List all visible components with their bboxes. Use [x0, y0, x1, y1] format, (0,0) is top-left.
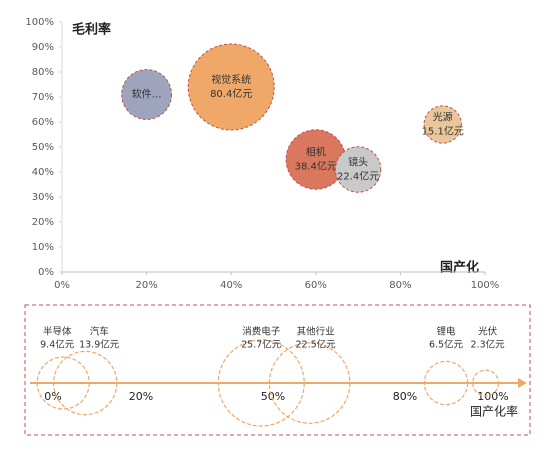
x-tick-label: 20%: [129, 390, 153, 403]
bubble: [423, 360, 469, 406]
x-tick-label: 100%: [471, 280, 500, 291]
bubble-value-label: 22.5亿元: [296, 339, 337, 351]
bubble: [423, 105, 462, 144]
bubble-label: 半导体: [43, 326, 72, 338]
x-tick-label: 60%: [305, 280, 327, 291]
x-tick-label: 80%: [393, 390, 417, 403]
x-tick-label: 40%: [220, 280, 242, 291]
bubble-value-label: 80.4亿元: [210, 87, 252, 100]
bubble-value-label: 38.4亿元: [295, 160, 337, 173]
y-tick-label: 70%: [32, 92, 54, 103]
y-axis-title: 毛利率: [72, 22, 111, 38]
bubble: [217, 339, 305, 427]
axis-arrow: [518, 378, 527, 388]
y-tick-label: 90%: [32, 42, 54, 53]
bubble-value-label: 25.7亿元: [241, 339, 282, 351]
x-tick-label: 0%: [44, 390, 61, 403]
bubble-label: 汽车: [90, 326, 109, 338]
bubble-value-label: 22.4亿元: [337, 170, 379, 183]
bubble: [52, 350, 118, 416]
x-tick-label: 50%: [261, 390, 285, 403]
bubble-value-label: 9.4亿元: [40, 339, 75, 351]
bubble: [472, 369, 500, 397]
y-tick-label: 100%: [25, 17, 54, 28]
y-tick-label: 50%: [32, 142, 54, 153]
y-tick-label: 40%: [32, 167, 54, 178]
x-tick-label: 20%: [135, 280, 157, 291]
bubble-value-label: 13.9亿元: [79, 339, 120, 351]
bubble-label: 锂电: [436, 326, 456, 338]
bubble-label: 其他行业: [297, 326, 335, 338]
y-tick-label: 60%: [32, 117, 54, 128]
bubble: [268, 342, 351, 424]
y-tick-label: 20%: [32, 217, 54, 228]
bubble: [334, 146, 382, 193]
x-tick-label: 0%: [54, 280, 70, 291]
x-axis-title: 国产化率: [470, 404, 518, 419]
bubble-label: 视觉系统: [211, 73, 251, 86]
bubble-value-label: 6.5亿元: [429, 339, 464, 351]
bubble-label: 光源: [433, 111, 453, 124]
bubble-label: 软件…: [132, 88, 162, 101]
x-tick-label: 80%: [389, 280, 411, 291]
y-tick-label: 80%: [32, 67, 54, 78]
bubble-label: 消费电子: [242, 326, 281, 338]
bubble: [36, 356, 90, 410]
bubble-label: 镜头: [348, 156, 368, 169]
bubble: [187, 43, 275, 131]
bubble-value-label: 15.1亿元: [422, 125, 464, 138]
bottom-frame: [24, 304, 531, 436]
bubble-value-label: 2.3亿元: [471, 339, 506, 351]
bubble-label: 光伏: [478, 326, 498, 338]
x-tick-label: 100%: [477, 390, 508, 403]
y-tick-label: 30%: [32, 192, 54, 203]
x-axis-title: 国产化: [440, 260, 479, 276]
bubble: [121, 69, 173, 120]
y-tick-label: 10%: [32, 242, 54, 253]
bubble-label: 相机: [306, 146, 326, 159]
y-tick-label: 0%: [38, 267, 54, 278]
